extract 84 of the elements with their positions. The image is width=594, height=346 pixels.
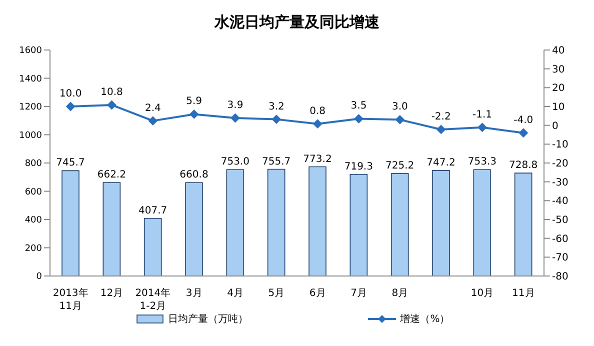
y-tick-label: 400 <box>24 216 42 226</box>
x-tick-label: 12月 <box>100 288 124 299</box>
y2-tick-label: -70 <box>552 252 568 264</box>
bar <box>473 169 492 276</box>
y-tick-label: 200 <box>24 244 42 254</box>
bar <box>144 218 162 276</box>
y2-tick-label: -80 <box>552 272 568 283</box>
chart-title: 水泥日均产量及同比增速 <box>213 12 380 33</box>
x-tick-label: 10月 <box>470 288 494 299</box>
x-tick-label: 6月 <box>309 288 326 299</box>
legend-label: 增速（%） <box>400 312 450 326</box>
y2-tick-label: -30 <box>552 177 568 188</box>
point <box>148 116 158 126</box>
y-tick-label: 1600 <box>19 46 42 56</box>
y2-tick-label: -20 <box>552 158 568 170</box>
data-label: 755.7 <box>262 156 291 168</box>
data-label: 747.2 <box>426 157 456 168</box>
y-tick-label: 1200 <box>19 102 42 113</box>
data-label: 660.8 <box>180 170 208 181</box>
y2-tick-label: 30 <box>552 64 565 76</box>
y2-tick-label: 40 <box>552 46 565 57</box>
data-label: 407.7 <box>138 205 168 216</box>
bar <box>432 170 450 276</box>
y2-tick-label: 0 <box>552 120 558 132</box>
bar <box>102 182 121 276</box>
data-label: 10.8 <box>100 86 123 98</box>
bar <box>350 174 368 276</box>
bar <box>62 170 80 276</box>
data-label: 3.0 <box>392 102 408 113</box>
x-tick-label: 5月 <box>268 288 285 299</box>
x-tick-label: 2014年 1-2月 <box>135 287 171 312</box>
bar <box>226 169 244 276</box>
data-label: 10.0 <box>59 88 82 100</box>
y-tick-label: 0 <box>36 272 42 282</box>
x-tick-label: 7月 <box>350 288 367 299</box>
point <box>272 114 281 124</box>
data-label: -1.1 <box>472 109 492 120</box>
data-label: 728.8 <box>509 160 538 172</box>
data-label: 719.3 <box>344 161 373 172</box>
data-label: 745.7 <box>56 158 85 169</box>
bar <box>308 166 326 276</box>
y-tick-label: 600 <box>24 187 42 198</box>
y2-tick-label: -10 <box>552 140 568 151</box>
point <box>107 100 116 110</box>
point <box>230 113 240 122</box>
point <box>395 115 404 124</box>
y2-tick-label: -50 <box>552 215 568 226</box>
x-tick-label: 4月 <box>227 288 244 299</box>
y2-tick-label: 20 <box>552 83 565 94</box>
y-tick-label: 1400 <box>19 74 42 84</box>
data-label: 5.9 <box>186 96 202 108</box>
point <box>313 119 322 128</box>
data-label: 662.2 <box>97 169 126 180</box>
point <box>478 122 487 132</box>
data-label: 725.2 <box>386 160 414 172</box>
data-label: -4.0 <box>514 114 534 126</box>
point <box>190 110 199 119</box>
data-label: 3.9 <box>227 100 244 111</box>
point <box>354 114 364 124</box>
data-label: 2.4 <box>144 102 161 114</box>
y2-tick-label: -40 <box>552 196 568 208</box>
data-label: 753.0 <box>220 156 250 168</box>
data-label: 773.2 <box>303 154 332 165</box>
data-label: 0.8 <box>310 106 326 117</box>
data-label: 3.2 <box>268 101 284 112</box>
point <box>436 124 446 134</box>
data-label: -2.2 <box>431 111 451 122</box>
bar <box>390 173 409 276</box>
point <box>66 102 76 111</box>
data-label: 753.3 <box>468 156 496 168</box>
y2-tick-label: 10 <box>552 102 565 114</box>
y-tick-label: 1000 <box>19 130 42 141</box>
legend-label: 日均产量（万吨） <box>168 312 248 326</box>
point <box>518 128 528 138</box>
x-tick-label: 11月 <box>512 288 535 299</box>
bar <box>267 168 286 276</box>
x-tick-label: 8月 <box>392 288 408 299</box>
x-tick-label: 2013年 11月 <box>52 287 88 312</box>
y2-tick-label: -60 <box>552 234 568 245</box>
data-label: 3.5 <box>350 100 367 112</box>
bar <box>514 172 532 276</box>
y-tick-label: 800 <box>24 159 42 170</box>
x-tick-label: 3月 <box>186 288 202 299</box>
bar <box>185 182 203 276</box>
